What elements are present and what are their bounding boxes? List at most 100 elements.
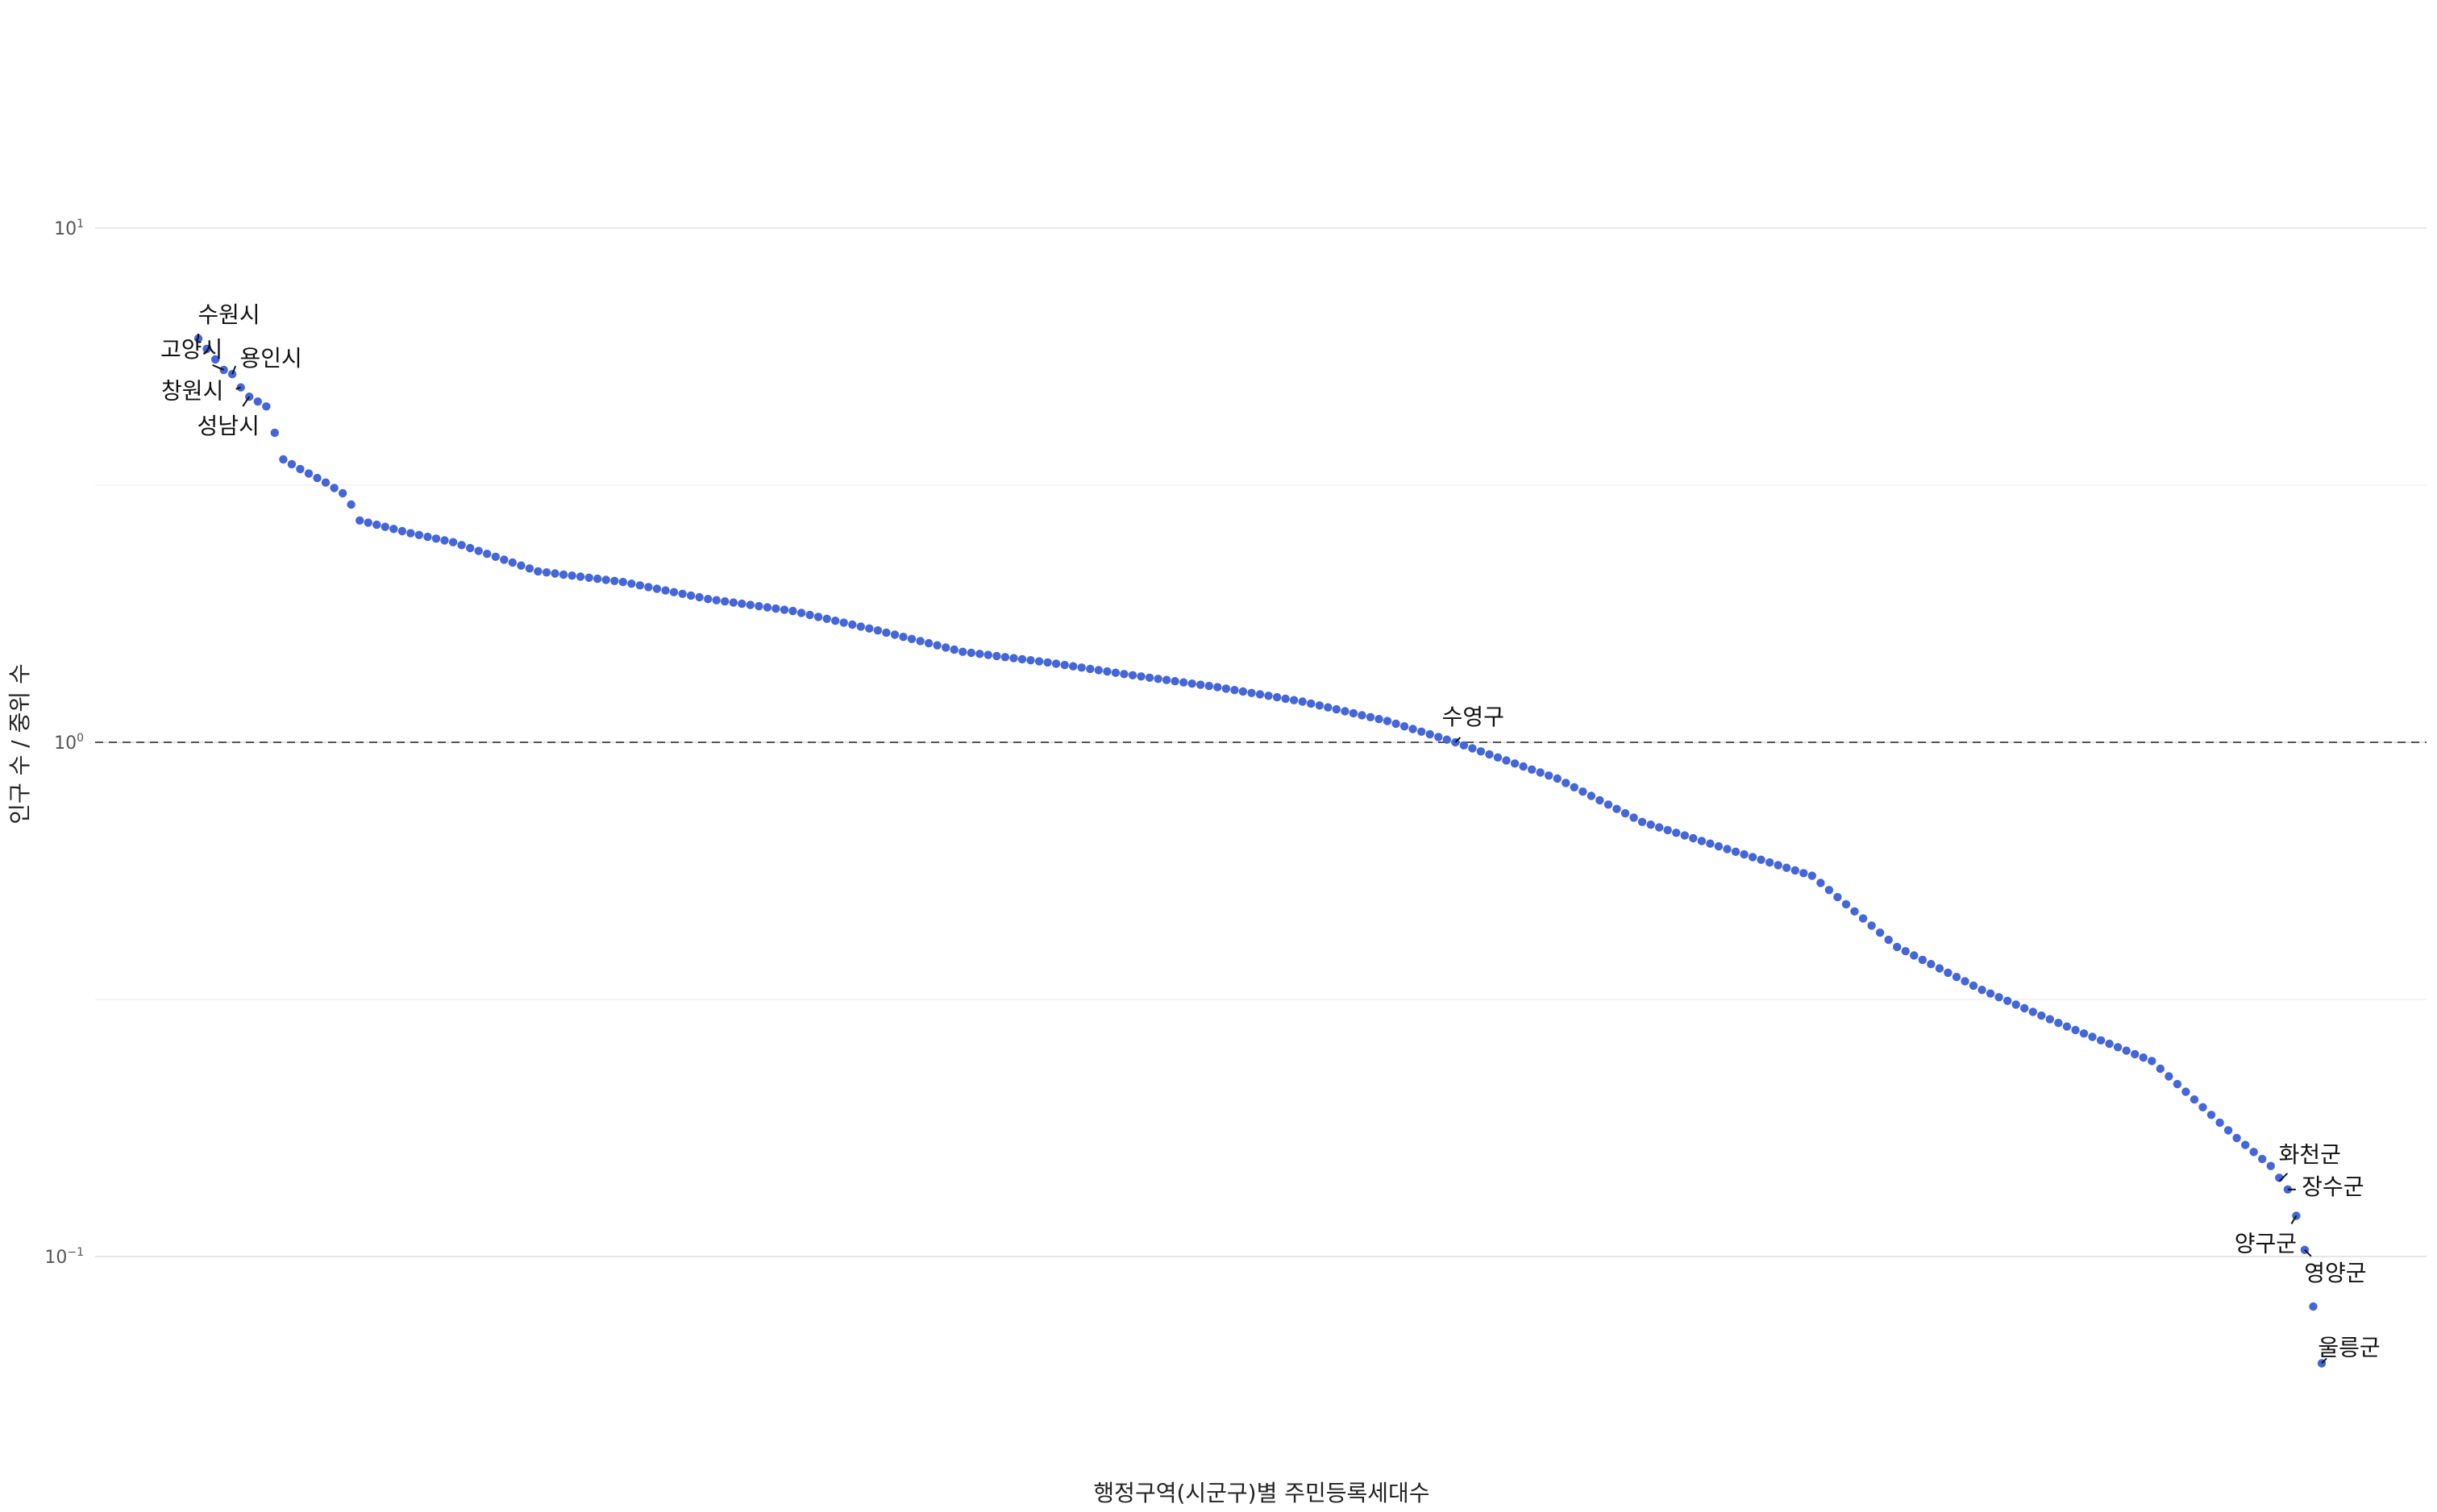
data-point: [959, 647, 967, 656]
y-tick-label: 10−1: [44, 1246, 84, 1268]
data-point: [1171, 677, 1179, 686]
y-tick-label: 100: [54, 732, 84, 754]
data-point: [202, 344, 211, 354]
data-point: [1680, 831, 1689, 840]
data-point: [788, 606, 797, 616]
data-point: [2011, 1000, 2020, 1009]
data-point: [686, 591, 696, 600]
data-point: [695, 592, 704, 602]
data-point: [1748, 853, 1757, 862]
data-point: [2037, 1011, 2046, 1020]
data-point: [1620, 808, 1630, 818]
data-point: [1358, 711, 1366, 720]
data-point: [1204, 681, 1214, 691]
label-leader-line: [2290, 1215, 2298, 1224]
data-point: [865, 624, 874, 633]
data-point: [1272, 692, 1282, 702]
data-point: [551, 569, 559, 578]
data-point: [1307, 699, 1316, 708]
data-point: [1587, 791, 1596, 800]
data-point: [1858, 914, 1868, 923]
data-point: [780, 605, 789, 614]
data-point: [1545, 771, 1553, 780]
data-point: [1111, 668, 1121, 677]
data-point: [1417, 727, 1426, 736]
data-point: [848, 620, 857, 629]
data-point: [1977, 986, 1986, 995]
label-leader-line: [2321, 1357, 2327, 1365]
data-point: [1893, 942, 1902, 952]
data-point: [907, 634, 917, 643]
data-point: [771, 604, 780, 613]
point-label: 성남시: [198, 413, 260, 439]
data-point: [1374, 715, 1383, 724]
data-point: [1289, 696, 1299, 704]
data-point: [1510, 759, 1520, 768]
data-point: [2266, 1161, 2275, 1170]
data-point: [2258, 1154, 2267, 1164]
data-point: [1434, 733, 1443, 741]
point-label: 창원시: [161, 378, 223, 405]
data-point: [2088, 1032, 2097, 1041]
data-point: [1689, 833, 1698, 843]
data-point: [1790, 866, 1799, 875]
data-point: [1629, 813, 1638, 822]
data-point: [593, 574, 602, 584]
data-point: [856, 622, 866, 631]
label-leader-line: [212, 363, 225, 371]
data-point: [975, 650, 984, 658]
data-point: [1383, 717, 1392, 725]
label-leader-line: [231, 365, 237, 375]
y-tick-label: 101: [54, 218, 84, 239]
data-point: [1281, 694, 1290, 704]
data-point: [2198, 1103, 2207, 1112]
data-point: [1247, 688, 1256, 697]
data-point: [440, 536, 449, 545]
data-point: [364, 518, 372, 527]
data-point: [330, 484, 339, 492]
data-point: [1824, 886, 1834, 895]
y-axis-title: 인구 수 / 중위 수: [6, 663, 33, 825]
data-point: [338, 488, 347, 498]
data-point: [1969, 981, 1978, 991]
data-point: [1595, 795, 1604, 805]
data-point: [1298, 697, 1307, 706]
data-point: [1468, 744, 1477, 753]
data-point: [508, 558, 517, 567]
data-point: [1408, 725, 1417, 733]
data-point: [1145, 673, 1154, 682]
data-point: [1399, 722, 1409, 731]
data-point: [1043, 658, 1052, 667]
data-point: [1264, 692, 1273, 700]
data-point: [933, 641, 942, 650]
data-point: [890, 630, 900, 639]
data-point: [372, 520, 381, 530]
data-point: [1918, 955, 1927, 965]
data-point: [1519, 762, 1528, 771]
data-point: [1807, 871, 1816, 880]
data-point: [1366, 712, 1375, 721]
data-point: [313, 473, 322, 483]
data-point: [729, 598, 738, 607]
data-point: [1646, 820, 1655, 829]
data-point: [2122, 1046, 2131, 1055]
data-point: [661, 586, 670, 595]
data-point: [397, 526, 407, 536]
data-point: [457, 541, 466, 550]
data-point: [755, 601, 763, 611]
point-label: 양구군: [2235, 1231, 2297, 1257]
data-point: [984, 650, 993, 659]
data-point: [1230, 686, 1239, 695]
data-point: [2215, 1118, 2224, 1128]
data-point: [1034, 657, 1044, 666]
data-point: [899, 633, 908, 642]
data-point: [763, 603, 772, 612]
data-point: [500, 555, 509, 564]
data-point: [1901, 947, 1910, 956]
data-point: [2156, 1064, 2165, 1074]
data-point: [738, 599, 746, 609]
data-point: [1060, 660, 1069, 670]
data-point: [1528, 765, 1537, 774]
data-point: [1952, 973, 1961, 982]
